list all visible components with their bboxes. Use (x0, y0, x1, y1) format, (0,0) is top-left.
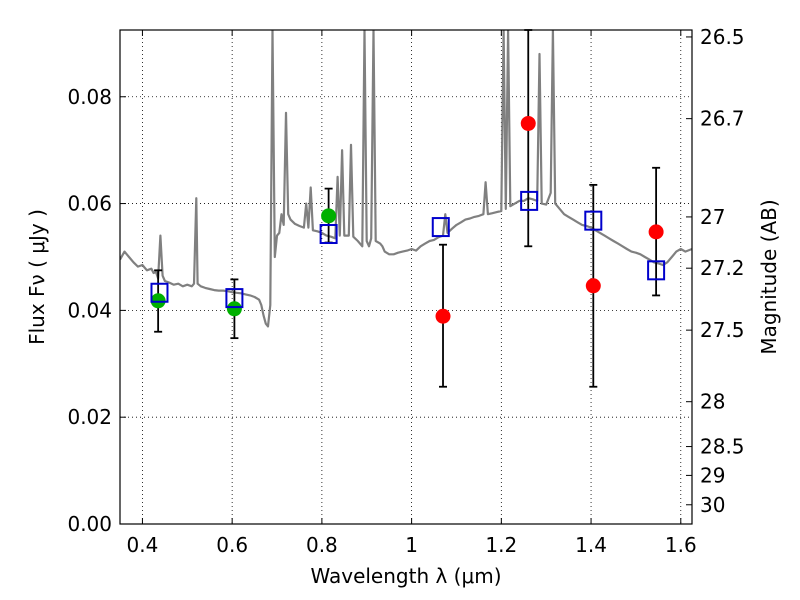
right-tick-label: 30 (700, 493, 725, 517)
model-point (647, 260, 666, 281)
x-tick-label: 1.2 (485, 533, 517, 557)
right-tick-label: 29 (700, 463, 725, 487)
data-point (226, 301, 242, 317)
model-point (319, 224, 338, 245)
x-tick-label: 0.8 (306, 533, 338, 557)
right-tick-label: 28.5 (700, 435, 745, 459)
plot-area (120, 30, 692, 524)
right-tick-label: 26.7 (700, 107, 745, 131)
data-point (585, 278, 601, 294)
x-tick-label: 0.4 (127, 533, 159, 557)
x-tick-label: 1 (405, 533, 418, 557)
model-point (150, 282, 169, 303)
x-axis-label: Wavelength λ (μm) (310, 564, 501, 588)
spectrum-line (120, 30, 692, 328)
x-tick-label: 0.6 (216, 533, 248, 557)
data-point (321, 208, 337, 224)
data-point (520, 115, 536, 131)
y-tick-label: 0.06 (67, 192, 112, 216)
y-tick-label: 0.00 (67, 512, 112, 536)
model-point (431, 217, 450, 238)
right-tick-label: 27.5 (700, 318, 745, 342)
y-axis-label: Flux Fν ( μJy ) (25, 209, 49, 345)
data-point (435, 308, 451, 324)
y-tick-label: 0.08 (67, 85, 112, 109)
right-tick-label: 27.2 (700, 256, 745, 280)
right-axis-label: Magnitude (AB) (757, 199, 781, 354)
model-spectrum (120, 30, 692, 328)
grid (120, 30, 692, 524)
plot-frame (119, 29, 693, 525)
data-point (648, 224, 664, 240)
x-tick-label: 1.4 (575, 533, 607, 557)
model-point (520, 190, 539, 211)
x-tick-label: 1.6 (665, 533, 697, 557)
axis-ticks: 0.4 0.6 0.8 1 1.2 1.4 1.6 0.00 0.02 0.04 0.06 0.08 2… (67, 25, 744, 557)
right-tick-label: 28 (700, 390, 725, 414)
right-tick-label: 26.5 (700, 25, 745, 49)
model-point (584, 210, 603, 231)
y-tick-label: 0.04 (67, 298, 112, 322)
y-tick-label: 0.02 (67, 405, 112, 429)
data-points (150, 29, 666, 388)
model-point (225, 288, 244, 309)
right-tick-label: 27 (700, 205, 725, 229)
